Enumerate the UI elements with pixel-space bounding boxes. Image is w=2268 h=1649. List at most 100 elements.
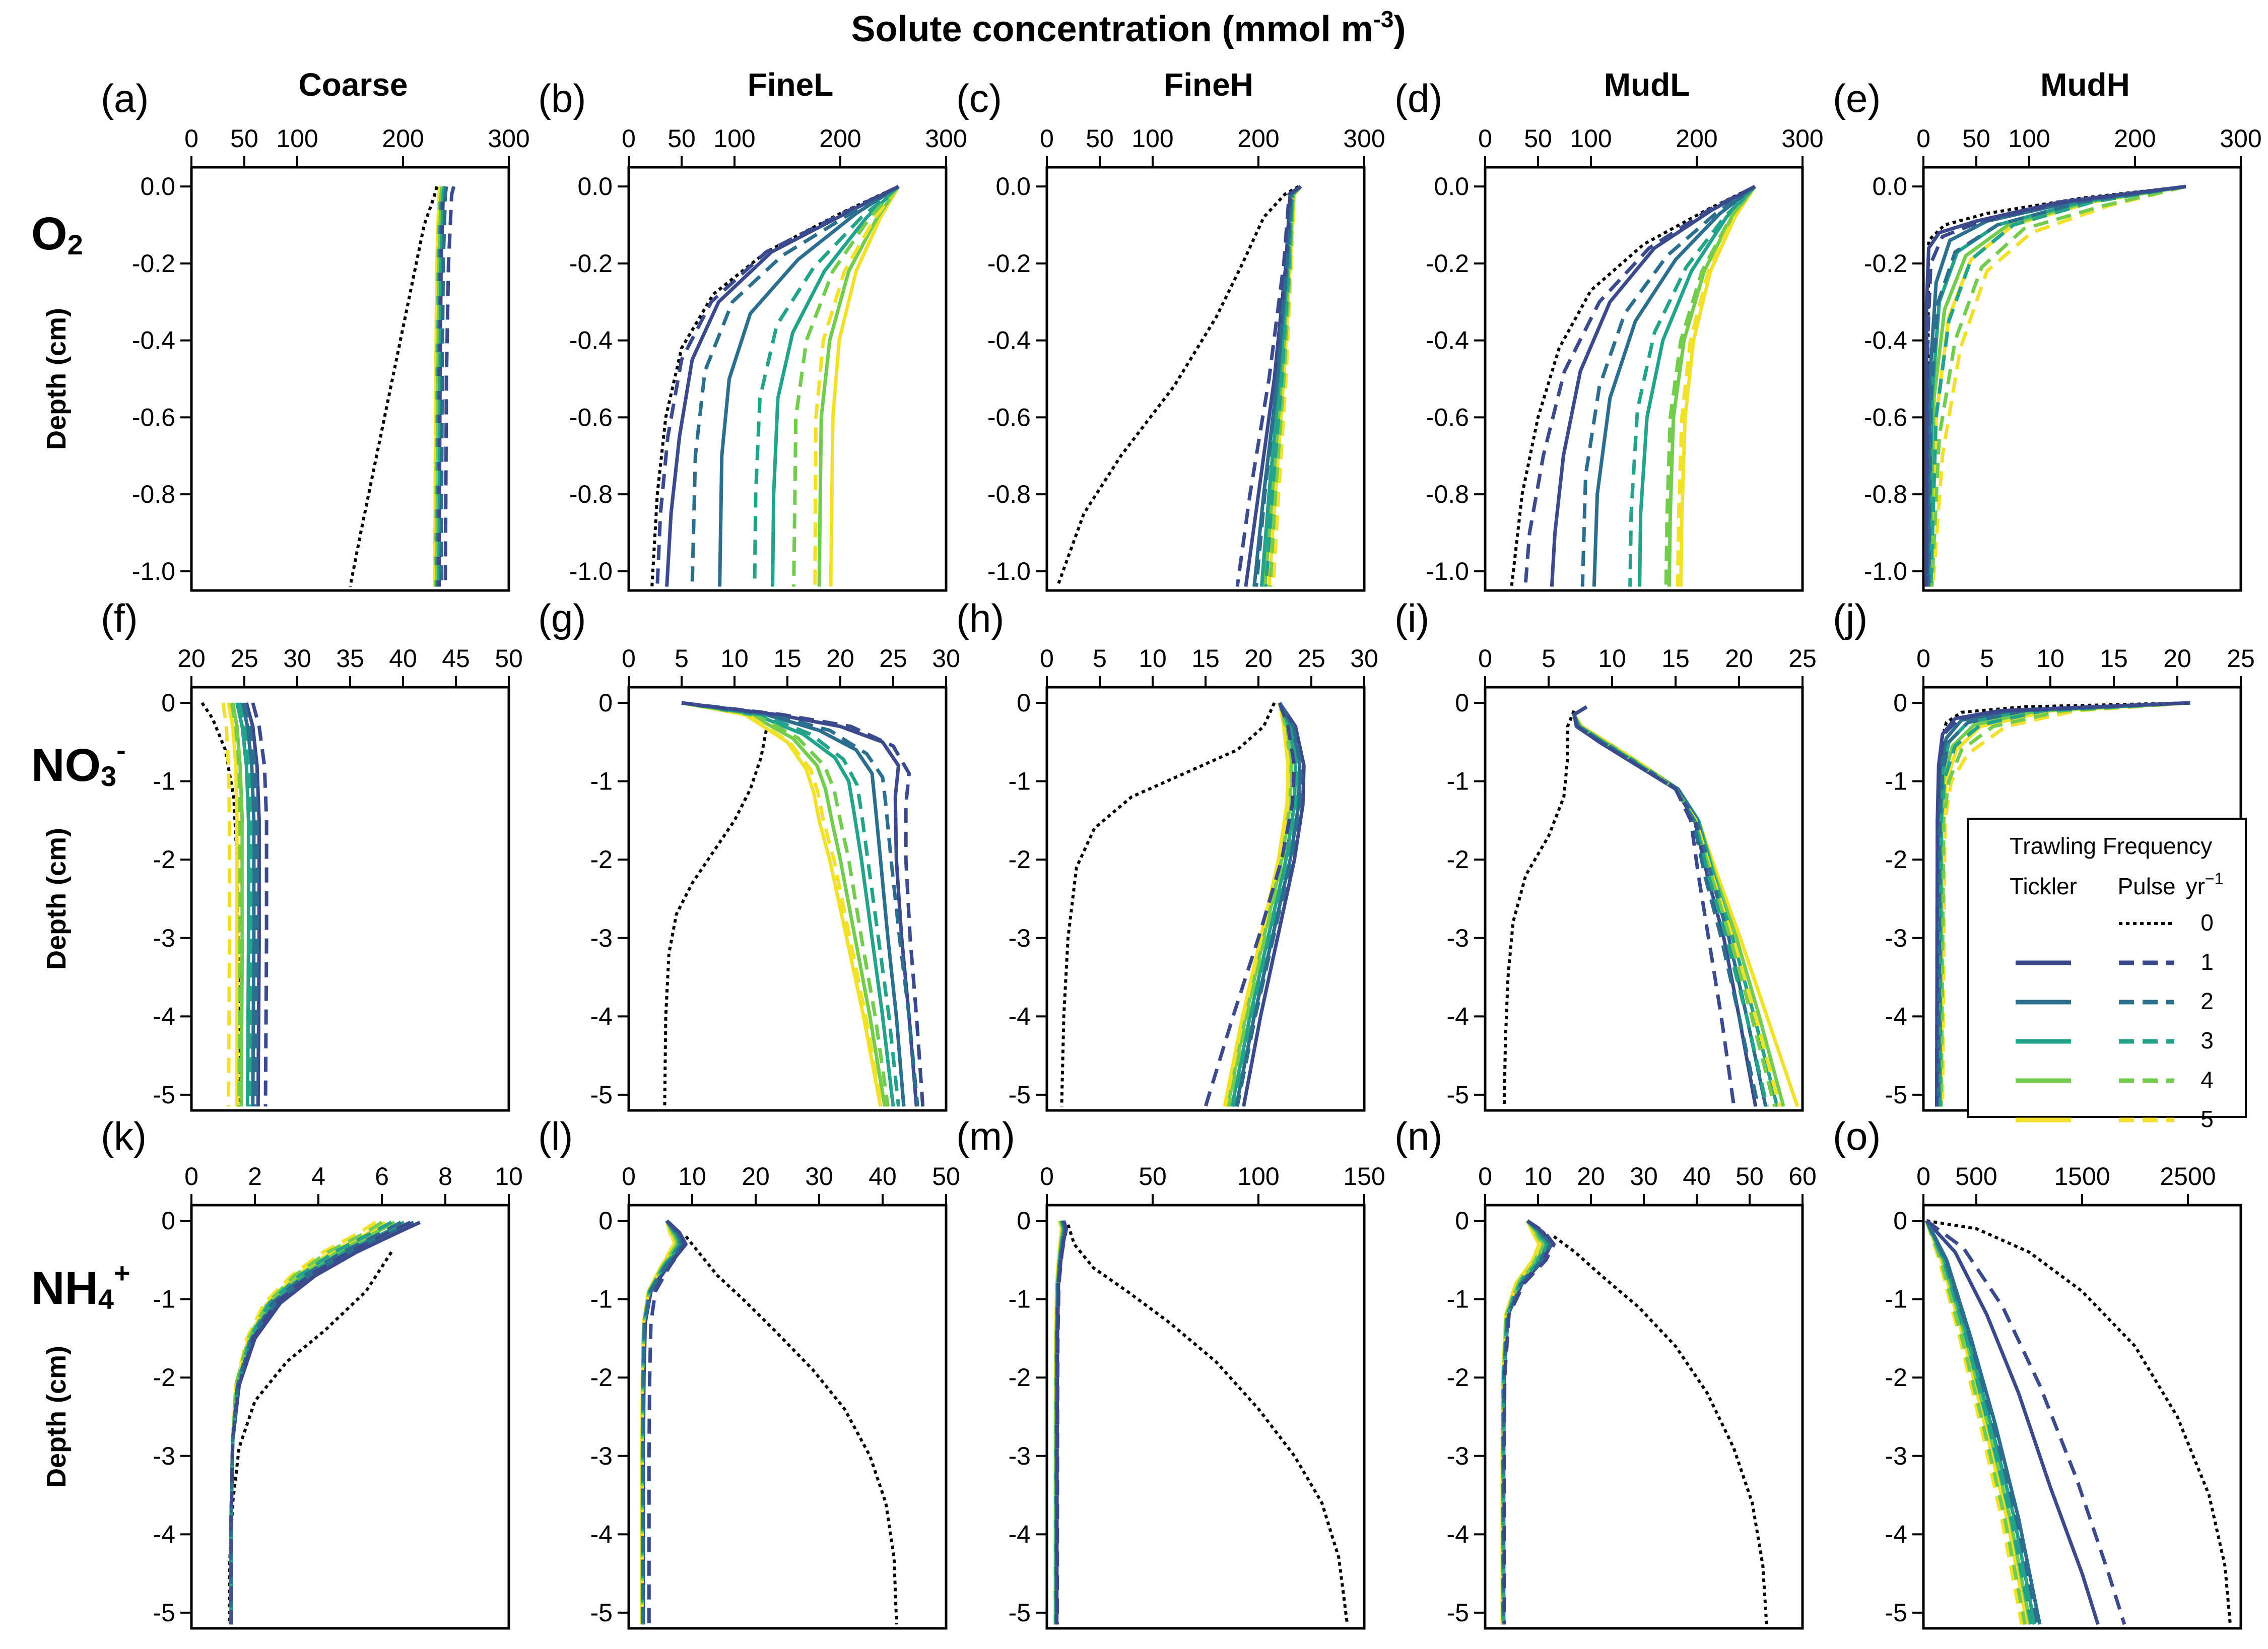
series-line-pulse-5 xyxy=(813,185,900,587)
y-tick-label: -0.8 xyxy=(1426,480,1469,508)
series-line-pulse-1 xyxy=(1924,184,2186,587)
species-label: NH4+ xyxy=(31,1257,130,1315)
y-tick-label: -0.8 xyxy=(132,480,175,508)
series-line-tickler-3 xyxy=(771,185,900,587)
x-tick-label: 0 xyxy=(184,1162,198,1191)
x-tick-label: 10 xyxy=(2036,644,2064,673)
y-tick-label: -0.4 xyxy=(1426,326,1469,355)
y-tick-label: -3 xyxy=(590,1442,613,1470)
x-tick-label: 6 xyxy=(375,1162,389,1191)
y-tick-label: -2 xyxy=(1009,1363,1031,1392)
series-group xyxy=(1060,702,1306,1107)
series-line-tickler-3 xyxy=(681,701,895,1107)
legend-header-tickler: Tickler xyxy=(2010,873,2077,899)
x-tick-label: 25 xyxy=(1788,644,1817,673)
y-tick-label: 0 xyxy=(1017,1207,1031,1235)
x-tick-label: 8 xyxy=(438,1162,452,1191)
x-tick-label: 100 xyxy=(1131,124,1173,153)
y-tick-label: 0.0 xyxy=(577,172,613,201)
y-tick-label: -0.4 xyxy=(132,326,175,355)
panel-o: 0 500 1500 2500 0 -1 -2 -3 -4 -5 (o) xyxy=(1833,1114,2242,1630)
x-tick-label: 5 xyxy=(1093,644,1107,673)
x-tick-label: 10 xyxy=(1524,1162,1552,1191)
series-group xyxy=(1502,705,1799,1107)
y-tick-label: -2 xyxy=(1009,845,1031,874)
y-tick-label: -0.2 xyxy=(569,249,613,278)
series-line-0 xyxy=(1510,185,1756,587)
legend-entry-3: 3 xyxy=(2016,1027,2214,1053)
legend-entry-1: 1 xyxy=(2016,949,2214,975)
x-tick-label: 200 xyxy=(819,124,861,153)
x-tick-label: 30 xyxy=(805,1162,833,1191)
legend-level: 1 xyxy=(2200,949,2214,975)
figure-title: Solute concentration (mmol m-3) xyxy=(851,6,1406,49)
x-tick-label: 50 xyxy=(230,124,258,153)
series-line-pulse-2 xyxy=(1937,701,2190,1107)
y-tick-label: 0 xyxy=(1893,689,1907,717)
legend-level: 2 xyxy=(2200,988,2214,1014)
x-tick-label: 45 xyxy=(442,644,470,673)
x-tick-label: 15 xyxy=(1191,644,1220,673)
plot-frame xyxy=(627,1204,948,1630)
panel-label: (e) xyxy=(1833,76,1881,120)
panel-c: 0 50 100 200 300 0.0 -0.2 -0.4 -0.6 -0.8 -1.0 (c) xyxy=(956,76,1385,592)
y-tick-label: -1 xyxy=(1885,767,1907,796)
x-tick-label: 0 xyxy=(1916,644,1930,673)
series-line-pulse-1 xyxy=(229,1221,412,1625)
series-line-0 xyxy=(201,702,241,1107)
y-tick-label: -4 xyxy=(1885,1002,1907,1030)
column-labels: Coarse FineL FineH MudL MudH xyxy=(299,67,2130,103)
series-group xyxy=(201,702,269,1107)
series-line-pulse-3 xyxy=(1572,705,1769,1107)
y-tick-label: -2 xyxy=(590,845,613,874)
y-tick-label: -1 xyxy=(590,767,613,796)
y-tick-label: -5 xyxy=(1447,1599,1469,1627)
x-tick-label: 10 xyxy=(720,644,749,673)
series-line-pulse-2 xyxy=(242,702,259,1107)
column-label: MudH xyxy=(2040,67,2130,103)
series-line-pulse-3 xyxy=(753,185,900,587)
x-tick-label: 15 xyxy=(2100,644,2128,673)
x-tick-label: 0 xyxy=(622,1162,636,1191)
series-line-tickler-5 xyxy=(1929,184,2186,587)
x-tick-label: 20 xyxy=(177,644,206,673)
x-tick-label: 50 xyxy=(668,124,696,153)
x-tick-label: 10 xyxy=(678,1162,706,1191)
y-tick-label: -5 xyxy=(153,1599,175,1627)
y-tick-label: -4 xyxy=(153,1520,175,1548)
x-tick-label: 200 xyxy=(1237,124,1279,153)
y-tick-label: -2 xyxy=(1447,845,1469,874)
series-line-pulse-2 xyxy=(1580,185,1756,587)
panel-label: (g) xyxy=(538,596,586,640)
y-tick-label: -5 xyxy=(1009,1599,1031,1627)
series-line-0 xyxy=(1056,185,1300,587)
series-line-0 xyxy=(1502,710,1576,1107)
y-tick-label: -5 xyxy=(1885,1599,1907,1627)
x-tick-label: 300 xyxy=(488,124,529,153)
series-line-pulse-3 xyxy=(1929,184,2186,587)
panel-h: 0 5 10 15 20 25 30 0 -1 -2 -3 -4 -5 (h) xyxy=(956,596,1378,1112)
row-label: NO3- Depth (cm) xyxy=(31,734,126,970)
x-tick-label: 35 xyxy=(336,644,364,673)
x-tick-label: 0 xyxy=(622,124,636,153)
y-tick-label: -3 xyxy=(1447,924,1469,952)
panel-d: 0 50 100 200 300 0.0 -0.2 -0.4 -0.6 -0.8 -1.0 (d) xyxy=(1394,76,1824,592)
series-group xyxy=(1935,701,2190,1107)
y-tick-label: 0 xyxy=(161,1207,175,1235)
y-tick-label: -3 xyxy=(1885,1442,1907,1470)
x-tick-label: 50 xyxy=(1086,124,1114,153)
series-line-tickler-4 xyxy=(231,702,244,1107)
series-line-pulse-5 xyxy=(1924,1220,2024,1625)
y-tick-label: -1 xyxy=(1009,767,1031,796)
y-tick-label: -5 xyxy=(1885,1081,1907,1109)
legend-header-pulse: Pulse xyxy=(2117,873,2175,899)
y-tick-label: 0.0 xyxy=(1872,172,1907,201)
series-line-tickler-5 xyxy=(227,702,239,1107)
series-group xyxy=(1500,1219,1768,1625)
series-line-tickler-2 xyxy=(718,185,900,587)
y-tick-label: -2 xyxy=(153,845,175,874)
series-line-pulse-4 xyxy=(1664,185,1757,587)
x-tick-label: 50 xyxy=(1736,1162,1764,1191)
x-tick-label: 100 xyxy=(1570,124,1612,153)
series-line-pulse-1 xyxy=(1935,701,2190,1107)
